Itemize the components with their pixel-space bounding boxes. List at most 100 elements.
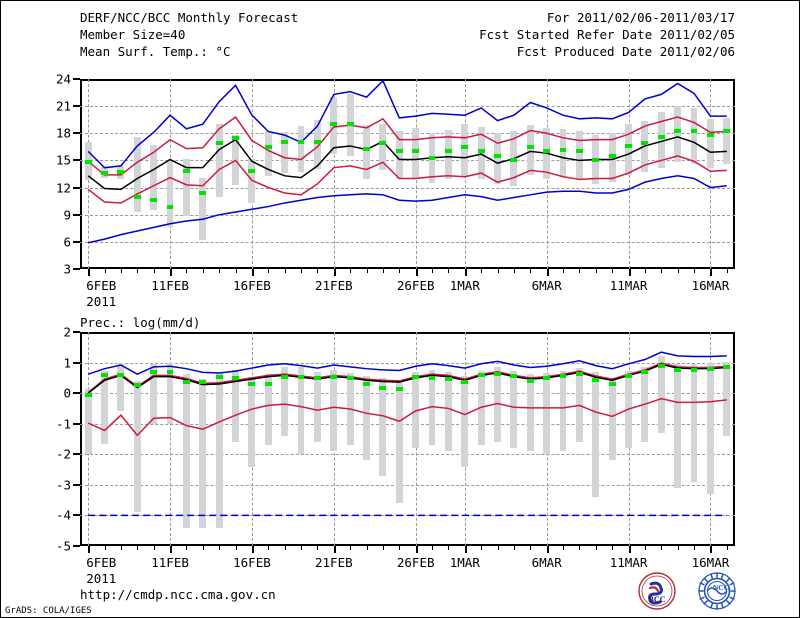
ensemble-spread-bar [674,106,682,163]
x-minor-tick-mark [219,269,221,273]
refer-date-text: Fcst Started Refer Date 2011/02/05 [479,27,735,42]
y-tick-label: 0 [63,385,71,401]
x-minor-tick-mark [382,269,384,273]
x-minor-tick-mark [546,546,548,550]
median-marker [641,369,649,374]
median-marker [346,122,354,127]
median-marker [215,374,223,379]
ensemble-spread-bar [313,119,321,170]
ncc-logo-icon: NCC [698,572,736,610]
y-tick-label: -3 [55,477,71,493]
y-tick-mark [73,453,80,456]
median-marker [559,147,567,152]
ensemble-spread-bar [297,126,305,173]
x-minor-tick-mark [399,546,401,550]
x-minor-tick-mark [366,546,368,550]
ensemble-spread-bar [395,131,403,179]
x-minor-tick-mark [464,269,466,273]
median-marker [477,373,485,378]
ensemble-spread-bar [559,128,567,177]
x-tick-label: 26FEB [396,278,435,293]
x-tick-mark [415,269,418,276]
y-tick-mark [73,78,80,80]
y-tick-label: 3 [63,261,71,277]
median-marker [723,129,731,134]
median-marker [248,169,256,174]
x-tick-mark [170,269,173,276]
temperature-panel: 3 6 9 12 15 18 21 24 6FEB 2011 11FEB 16FEB 21FEB 26FE… [56,72,735,309]
x-minor-tick-mark [612,269,614,273]
ensemble-spread-bar [444,371,452,452]
ensemble-spread-bar [363,376,370,461]
ensemble-spread-bar [592,372,600,498]
gridline-horizontal [80,214,735,216]
x-minor-tick-mark [677,269,679,273]
series-overlay-svg [87,351,727,517]
x-tick-mark [546,546,549,553]
ensemble-spread-bar [494,367,501,443]
member-size-text: Member Size=40 [80,27,186,42]
x-minor-tick-mark [235,269,237,273]
median-marker [330,375,338,380]
median-marker [657,363,665,368]
site-url[interactable]: http://cmdp.ncc.cma.gov.cn [80,587,276,602]
x-tick-label: 6FEB [86,278,117,293]
ensemble-spread-bar [84,388,92,455]
median-marker [84,392,92,397]
median-marker [182,169,190,174]
median-marker [330,122,338,127]
x-minor-tick-mark [137,546,139,550]
ensemble-spread-bar [215,124,223,197]
ensemble-spread-bar [182,374,190,528]
y-tick-mark [73,483,80,486]
gridline-horizontal [80,423,735,425]
ensemble-spread-bar [657,356,665,433]
y-tick-label: 9 [63,207,71,223]
median-marker [444,377,452,382]
ensemble-spread-bar [706,118,714,168]
x-tick-label: 1MAR [449,555,480,570]
y-tick-label: 6 [63,234,71,250]
ensemble-spread-bar [166,160,174,228]
x-minor-tick-mark [301,269,303,273]
x-minor-tick-mark [170,546,172,550]
ensemble-spread-bar [674,363,682,488]
median-marker [608,153,616,158]
ensemble-spread-bar [101,371,108,445]
x-tick-label: 11MAR [609,278,648,293]
x-minor-tick-mark [415,546,417,550]
y-tick-label: 21 [55,98,71,114]
gridline-horizontal [80,362,735,364]
x-minor-tick-mark [513,546,515,550]
x-minor-tick-mark [219,546,221,550]
ensemble-spread-bar [232,369,239,443]
ensemble-spread-bar [330,369,338,452]
median-marker [379,141,387,146]
x-minor-tick-mark [497,269,499,273]
median-marker [494,372,501,377]
y-tick-label: -5 [55,538,71,554]
y-tick-mark [73,240,80,243]
median-marker [166,369,174,374]
x-minor-tick-mark [317,269,319,273]
x-minor-tick-mark [481,546,483,550]
x-minor-tick-mark [628,269,630,273]
ensemble-spread-bar [264,131,272,176]
series-line-upper_quartile [87,115,727,176]
median-marker [559,374,567,379]
x-tick-mark [546,269,549,276]
ensemble-spread-bar [706,363,714,495]
median-marker [461,380,469,385]
x-minor-tick-mark [579,546,581,550]
x-minor-tick-mark [448,546,450,550]
x-tick-mark [628,546,631,553]
ensemble-spread-bar [199,177,207,241]
x-tick-year-label: 2011 [86,571,117,586]
median-marker [526,378,534,383]
ensemble-spread-bar [690,107,698,165]
x-minor-tick-mark [612,546,614,550]
series-overlay-svg [87,79,727,244]
ensemble-spread-bar [182,158,190,216]
x-minor-tick-mark [235,546,237,550]
